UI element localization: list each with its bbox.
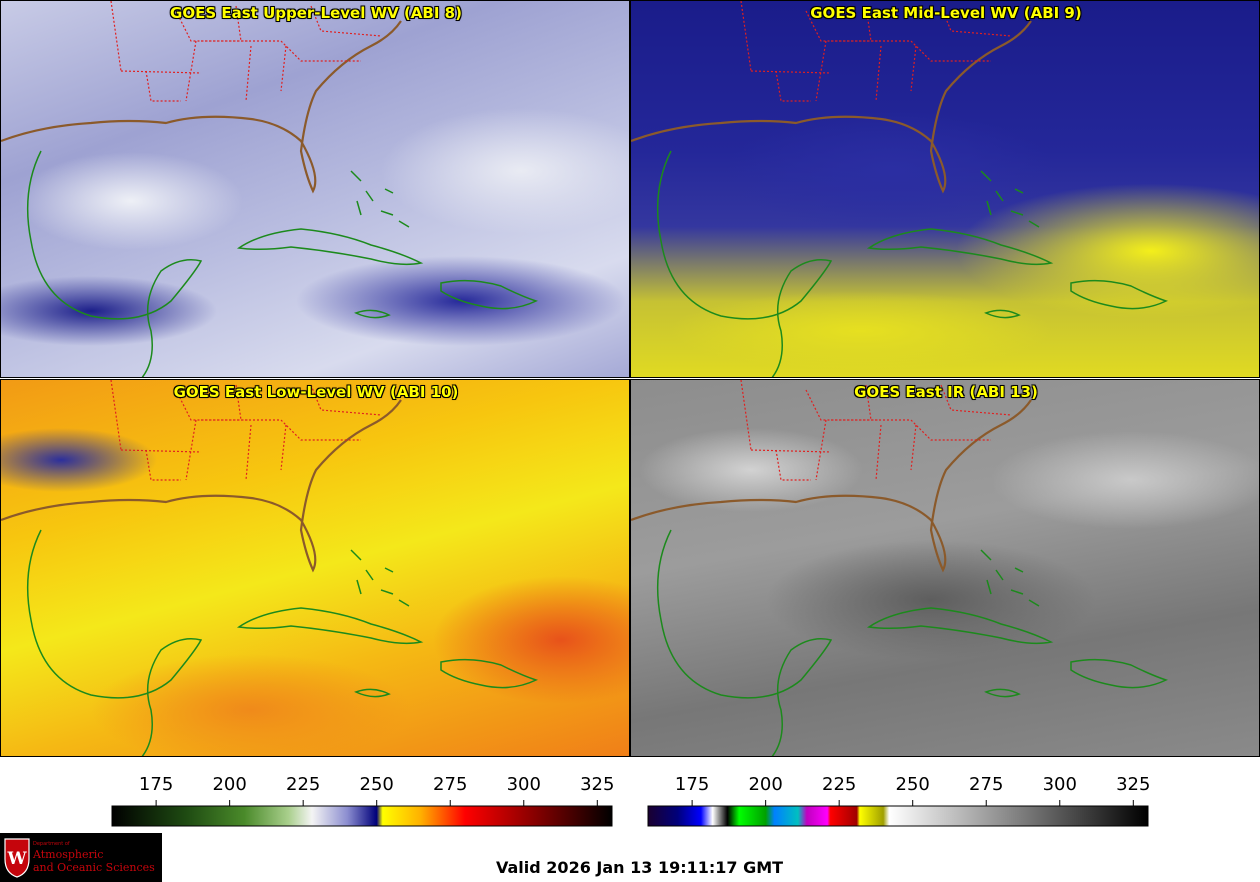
logo-department: Department of xyxy=(33,841,70,847)
aos-logo: W Department of Atmospheric and Oceanic … xyxy=(0,833,162,882)
colorbar-tick-label: 275 xyxy=(433,774,468,795)
hispaniola-coastline xyxy=(440,658,538,689)
jamaica-coastline xyxy=(984,688,1021,698)
map-overlay xyxy=(1,380,538,756)
jamaica-coastline xyxy=(984,309,1021,319)
colorbar-tick-label: 200 xyxy=(212,774,247,795)
colorbar-svg xyxy=(111,800,613,827)
bahamas-coastline xyxy=(980,549,1040,607)
colorbar-tick-label: 300 xyxy=(506,774,541,795)
panel-ir: GOES East IR (ABI 13) xyxy=(630,379,1260,757)
state-borders xyxy=(740,1,1012,102)
hispaniola-coastline xyxy=(1070,279,1168,310)
colorbar-tick-label: 250 xyxy=(895,774,930,795)
panel-title: GOES East Low-Level WV (ABI 10) xyxy=(173,383,459,401)
valid-time: Valid 2026 Jan 13 19:11:17 GMT xyxy=(496,858,784,877)
colorbar-tick-label: 225 xyxy=(285,774,321,795)
gulf-coast-line xyxy=(1,399,402,573)
colorbar-gradient xyxy=(647,805,1149,827)
colorbar-tick-label: 250 xyxy=(359,774,394,795)
logo-line-2: and Oceanic Sciences xyxy=(33,861,155,874)
panel-upper-level-wv: GOES East Upper-Level WV (ABI 8) xyxy=(0,0,630,378)
logo-line-1: Atmospheric xyxy=(33,848,104,861)
uw-crest-icon: W xyxy=(4,838,30,878)
cuba-coastline xyxy=(236,228,424,266)
mexico-coastline xyxy=(656,150,833,377)
panel-title: GOES East Upper-Level WV (ABI 8) xyxy=(170,4,462,22)
colorbar-wv: 175 200 225 250 275 300 325 xyxy=(111,760,615,830)
map-overlay xyxy=(631,1,1168,377)
colorbar-svg xyxy=(647,800,1149,827)
colorbar-tick-label: 200 xyxy=(748,774,783,795)
cuba-coastline xyxy=(236,607,424,645)
panel-title: GOES East IR (ABI 13) xyxy=(854,383,1038,401)
hispaniola-coastline xyxy=(440,279,538,310)
gulf-coast-line xyxy=(631,399,1032,573)
bahamas-coastline xyxy=(350,170,410,228)
map-overlay xyxy=(1,1,538,377)
gulf-coast-line xyxy=(631,20,1032,194)
panel-title: GOES East Mid-Level WV (ABI 9) xyxy=(810,4,1082,22)
panel-mid-level-wv: GOES East Mid-Level WV (ABI 9) xyxy=(630,0,1260,378)
colorbar-ir: 175 200 225 250 275 300 325 xyxy=(647,760,1151,830)
state-borders xyxy=(110,380,382,481)
colorbar-tick-label: 175 xyxy=(138,774,174,795)
jamaica-coastline xyxy=(354,309,391,319)
mexico-coastline xyxy=(656,529,833,756)
colorbar-tick-label: 275 xyxy=(969,774,1004,795)
colorbar-gradient xyxy=(111,805,613,827)
hispaniola-coastline xyxy=(1070,658,1168,689)
bahamas-coastline xyxy=(980,170,1040,228)
gulf-coast-line xyxy=(1,20,402,194)
colorbar-tick-label: 175 xyxy=(674,774,710,795)
state-borders xyxy=(110,1,382,102)
map-overlay xyxy=(631,380,1168,756)
bahamas-coastline xyxy=(350,549,410,607)
colorbar-tick-label: 325 xyxy=(1116,774,1151,795)
crest-letter: W xyxy=(6,849,27,869)
state-borders xyxy=(740,380,1012,481)
cuba-coastline xyxy=(866,607,1054,645)
colorbar-tick-label: 225 xyxy=(821,774,857,795)
jamaica-coastline xyxy=(354,688,391,698)
cuba-coastline xyxy=(866,228,1054,266)
mexico-coastline xyxy=(26,150,203,377)
colorbar-tick-label: 300 xyxy=(1042,774,1077,795)
colorbar-tick-label: 325 xyxy=(580,774,615,795)
mexico-coastline xyxy=(26,529,203,756)
panel-low-level-wv: GOES East Low-Level WV (ABI 10) xyxy=(0,379,630,757)
